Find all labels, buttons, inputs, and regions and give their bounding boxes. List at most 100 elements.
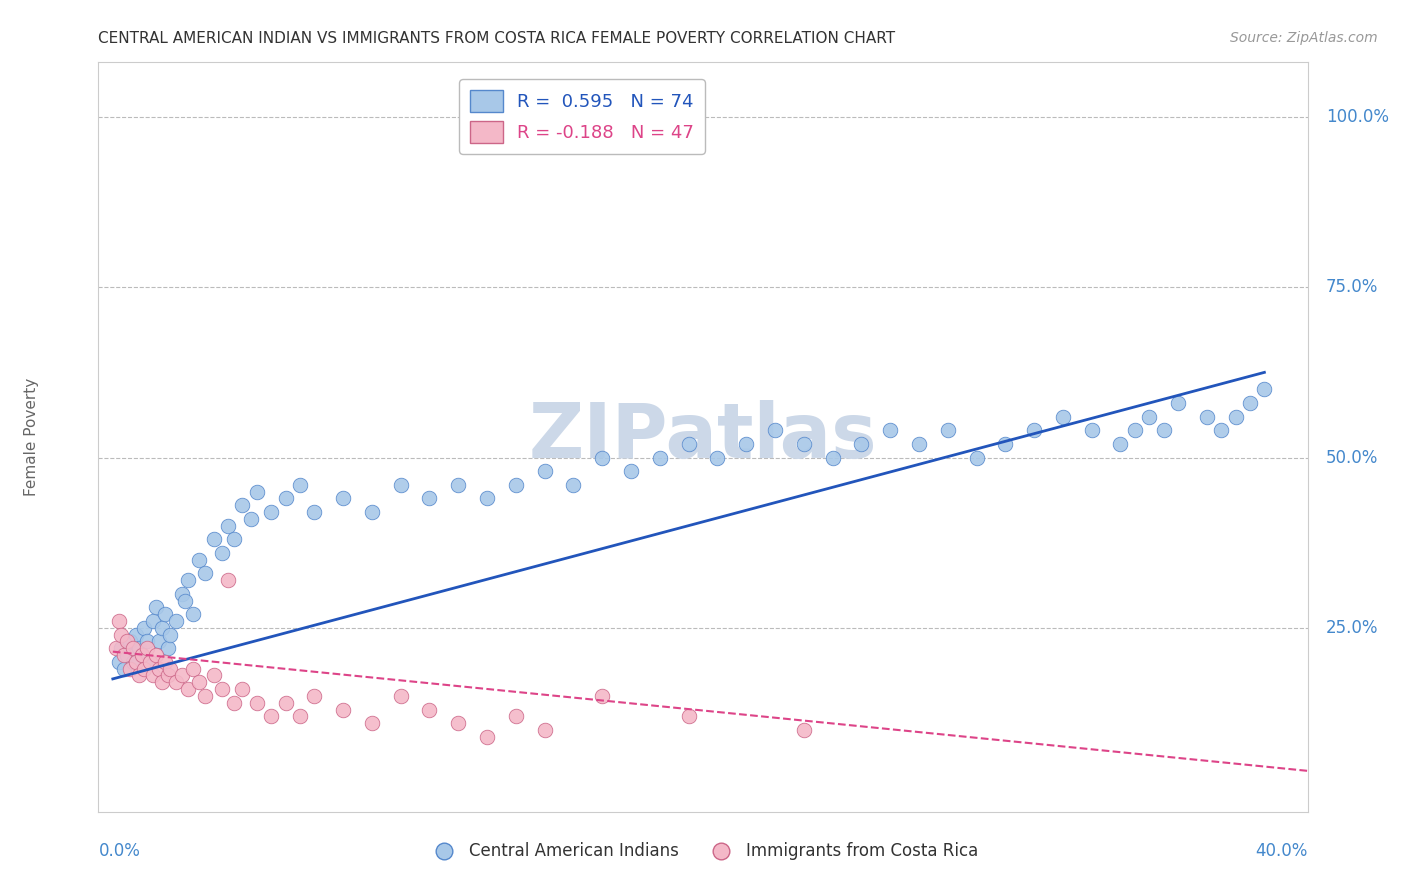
Point	[389, 477, 412, 491]
Point	[793, 437, 815, 451]
Text: 100.0%: 100.0%	[1326, 108, 1389, 126]
Point	[112, 662, 135, 676]
Point	[165, 614, 187, 628]
Point	[418, 491, 440, 506]
Point	[475, 730, 498, 744]
Point	[183, 662, 205, 676]
Point	[139, 655, 162, 669]
Point	[145, 648, 167, 662]
Point	[936, 423, 959, 437]
Point	[821, 450, 844, 465]
Point	[159, 627, 181, 641]
Text: 50.0%: 50.0%	[1326, 449, 1378, 467]
Point	[188, 675, 211, 690]
Point	[222, 696, 245, 710]
Point	[142, 668, 165, 682]
Point	[217, 573, 239, 587]
Point	[274, 491, 297, 506]
Point	[505, 477, 527, 491]
Text: 40.0%: 40.0%	[1256, 842, 1308, 860]
Point	[115, 648, 138, 662]
Point	[156, 668, 179, 682]
Point	[120, 662, 142, 676]
Point	[1109, 437, 1132, 451]
Point	[202, 668, 225, 682]
Point	[851, 437, 873, 451]
Point	[994, 437, 1017, 451]
Point	[591, 689, 613, 703]
Point	[260, 505, 283, 519]
Point	[288, 709, 311, 723]
Point	[173, 593, 195, 607]
Point	[136, 641, 159, 656]
Point	[131, 648, 153, 662]
Point	[128, 668, 150, 682]
Point	[183, 607, 205, 622]
Point	[678, 437, 700, 451]
Point	[125, 627, 148, 641]
Point	[793, 723, 815, 737]
Point	[176, 573, 198, 587]
Point	[246, 484, 269, 499]
Legend: Central American Indians, Immigrants from Costa Rica: Central American Indians, Immigrants fro…	[422, 836, 984, 867]
Point	[134, 662, 156, 676]
Text: 25.0%: 25.0%	[1326, 619, 1378, 637]
Point	[107, 655, 129, 669]
Text: Source: ZipAtlas.com: Source: ZipAtlas.com	[1230, 31, 1378, 45]
Point	[562, 477, 585, 491]
Point	[148, 662, 170, 676]
Point	[217, 518, 239, 533]
Point	[361, 716, 384, 731]
Point	[188, 552, 211, 566]
Point	[274, 696, 297, 710]
Point	[620, 464, 643, 478]
Point	[122, 655, 145, 669]
Point	[1211, 423, 1233, 437]
Point	[128, 641, 150, 656]
Point	[156, 641, 179, 656]
Text: ZIPatlas: ZIPatlas	[529, 401, 877, 474]
Point	[202, 533, 225, 547]
Point	[153, 655, 176, 669]
Point	[159, 662, 181, 676]
Point	[475, 491, 498, 506]
Point	[110, 641, 132, 656]
Point	[1022, 423, 1045, 437]
Point	[260, 709, 283, 723]
Point	[648, 450, 671, 465]
Point	[1195, 409, 1218, 424]
Point	[1123, 423, 1146, 437]
Point	[304, 689, 326, 703]
Point	[332, 491, 354, 506]
Point	[908, 437, 931, 451]
Point	[145, 600, 167, 615]
Point	[1153, 423, 1175, 437]
Text: Female Poverty: Female Poverty	[24, 378, 39, 496]
Point	[170, 587, 193, 601]
Point	[240, 512, 263, 526]
Point	[505, 709, 527, 723]
Point	[122, 641, 145, 656]
Point	[231, 498, 253, 512]
Point	[136, 634, 159, 648]
Point	[194, 566, 217, 581]
Point	[361, 505, 384, 519]
Point	[134, 621, 156, 635]
Point	[107, 614, 129, 628]
Point	[120, 634, 142, 648]
Point	[139, 655, 162, 669]
Text: 0.0%: 0.0%	[98, 842, 141, 860]
Point	[104, 641, 127, 656]
Point	[1239, 396, 1261, 410]
Point	[678, 709, 700, 723]
Point	[1253, 383, 1275, 397]
Point	[1137, 409, 1160, 424]
Point	[231, 682, 253, 697]
Point	[148, 634, 170, 648]
Point	[112, 648, 135, 662]
Point	[150, 621, 173, 635]
Point	[533, 464, 555, 478]
Text: CENTRAL AMERICAN INDIAN VS IMMIGRANTS FROM COSTA RICA FEMALE POVERTY CORRELATION: CENTRAL AMERICAN INDIAN VS IMMIGRANTS FR…	[98, 31, 896, 46]
Point	[125, 655, 148, 669]
Point	[418, 702, 440, 716]
